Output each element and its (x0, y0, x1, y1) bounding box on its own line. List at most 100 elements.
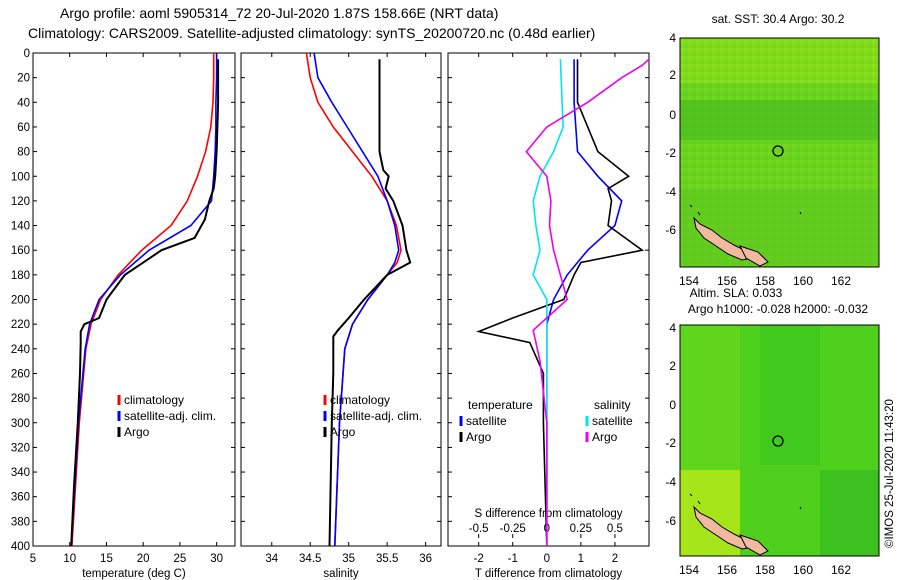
profile-plots: 0204060801001201401601802002202402602803… (11, 48, 650, 580)
legend-label: Argo (330, 425, 356, 439)
x-tick-label: 25 (174, 553, 187, 565)
x2-tick-label: 0.25 (570, 523, 592, 535)
y-tick-label: 100 (11, 171, 30, 183)
series-line-salinity-satellite (532, 59, 564, 546)
y-tick-label: 20 (17, 73, 30, 85)
sla-xtick: 154 (679, 563, 699, 577)
y-tick-label: 300 (11, 418, 30, 430)
sst-xtick: 162 (831, 274, 851, 288)
plot-panel-sal: 34 34.5 35 35.5 36 salinity climatology satelli… (240, 52, 442, 580)
sst-ytick: 2 (669, 68, 676, 82)
sla-map-title: Altim. SLA: 0.033 (690, 286, 783, 300)
small-islands-sla (689, 493, 802, 510)
plot-panel-temp: 0 20 40 60 80 100 120 140 160 180 200 220 240 260 280 3… (11, 48, 236, 580)
y-tick-label: 0 (24, 48, 30, 60)
sst-ytick: -6 (665, 223, 676, 237)
x-tick-label: 5 (30, 553, 36, 565)
sla-xtick: 158 (755, 563, 775, 577)
series-line-argo (70, 59, 220, 547)
y-tick-label: 160 (11, 245, 30, 257)
sst-float-marker (772, 145, 784, 157)
sla-ytick: 4 (669, 321, 676, 335)
legend-label: satellite-adj. clim. (330, 409, 422, 423)
sst-map-title: sat. SST: 30.4 Argo: 30.2 (712, 12, 845, 26)
x-axis-label: T difference from climatology (475, 568, 622, 580)
figure-title-line1: Argo profile: aoml 5905314_72 20-Jul-202… (60, 5, 499, 21)
sla-ytick: -6 (665, 514, 676, 528)
sst-map-ticks: 154 156 158 160 162 4 2 0 -2 -4 -6 (665, 31, 851, 288)
sst-map (679, 37, 880, 268)
sla-xtick: 156 (717, 563, 737, 577)
x-tick-label: 1 (578, 553, 584, 565)
sla-ytick: 2 (669, 359, 676, 373)
x-tick-label: 10 (63, 553, 76, 565)
y-tick-label: 360 (11, 492, 30, 504)
sst-ytick: 4 (669, 31, 676, 45)
legend-label: Argo (466, 430, 492, 444)
legend-label: climatology (330, 393, 390, 407)
legend-label: satellite-adj. clim. (124, 409, 216, 423)
x-tick-label: 34.5 (299, 553, 321, 565)
y-tick-label: 40 (17, 97, 30, 109)
series-line-satellite-adj-clim- (70, 53, 218, 547)
sla-ytick: -2 (665, 436, 676, 450)
series-line-salinity-argo (525, 58, 650, 546)
sla-map-frame (679, 324, 880, 557)
y-tick-label: 120 (11, 196, 30, 208)
x-tick-label: 36 (419, 553, 432, 565)
sst-ytick: -4 (665, 185, 676, 199)
land-island-sla (739, 534, 769, 556)
x-tick-label: 35.5 (376, 553, 398, 565)
x-axis-label: temperature (deg C) (82, 568, 186, 580)
x-tick-label: 15 (100, 553, 113, 565)
sst-cool-band (680, 100, 879, 140)
x2-tick-label: -0.25 (500, 523, 526, 535)
sst-xtick: 156 (717, 274, 737, 288)
sst-xtick: 160 (793, 274, 813, 288)
sst-xtick: 154 (679, 274, 699, 288)
sst-south-band (680, 190, 879, 267)
legend-label: Argo (124, 425, 150, 439)
plot-frame (240, 52, 442, 547)
y-tick-label: 260 (11, 368, 30, 380)
series-line-satellite-adj-clim- (313, 52, 400, 547)
x-tick-label: 30 (210, 553, 223, 565)
plot-frame (32, 52, 236, 547)
small-islands-sst (689, 204, 802, 216)
y-tick-label: 220 (11, 319, 30, 331)
y-tick-label: 320 (11, 442, 30, 454)
y-tick-label: 400 (11, 541, 30, 553)
y-tick-label: 200 (11, 295, 30, 307)
legend-label: climatology (124, 393, 184, 407)
sla-float-marker (772, 435, 784, 447)
y-tick-label: 180 (11, 270, 30, 282)
x2-tick-label: -0.5 (469, 523, 489, 535)
sst-xtick: 158 (755, 274, 775, 288)
legend-label: satellite (592, 414, 633, 428)
legend-title-temperature: temperature (468, 398, 533, 412)
sla-centre-band (760, 325, 820, 465)
x2-tick-label: 0.5 (607, 523, 623, 535)
y-tick-label: 60 (17, 122, 30, 134)
sst-ytick: 0 (669, 108, 676, 122)
legend-label: satellite (466, 414, 507, 428)
y-tick-label: 280 (11, 393, 30, 405)
sla-map-ticks: 154 156 158 160 162 4 2 0 -2 -4 -6 (665, 321, 851, 577)
x-axis-label: salinity (323, 568, 358, 580)
x-tick-label: 35 (342, 553, 355, 565)
legend-label: Argo (592, 430, 618, 444)
sst-map-frame (679, 37, 880, 268)
sst-ytick: -2 (665, 146, 676, 160)
sla-map (679, 324, 880, 557)
figure-title-line2: Climatology: CARS2009. Satellite-adjuste… (28, 25, 596, 41)
y-tick-label: 80 (17, 147, 30, 159)
y-tick-label: 380 (11, 516, 30, 528)
x-tick-label: 20 (137, 553, 150, 565)
x-tick-label: -1 (508, 553, 518, 565)
sla-map-subtitle: Argo h1000: -0.028 h2000: -0.032 (688, 302, 868, 316)
imos-credit: ©IMOS 25-Jul-2020 11:43:20 (884, 399, 896, 548)
x-tick-label: 34 (265, 553, 278, 565)
sla-southeast-band (820, 470, 879, 556)
sla-ytick: -4 (665, 475, 676, 489)
